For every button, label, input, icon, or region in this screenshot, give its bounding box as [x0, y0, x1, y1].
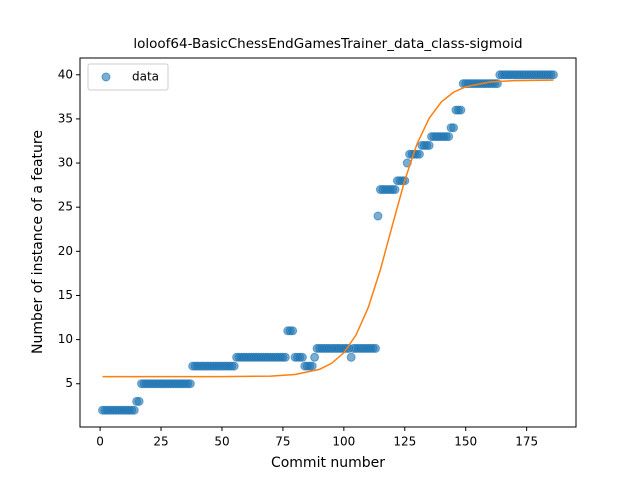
chart-title: loloof64-BasicChessEndGamesTrainer_data_… — [133, 36, 522, 52]
data-point — [185, 379, 195, 389]
x-tick-label: 0 — [96, 435, 104, 449]
y-tick-label: 5 — [65, 376, 73, 390]
fit-line — [102, 79, 554, 378]
data-point — [371, 343, 381, 353]
data-point — [346, 352, 356, 362]
data-point — [414, 149, 424, 159]
legend — [87, 63, 169, 91]
data-point — [288, 326, 298, 336]
data-point — [134, 396, 144, 406]
data-point — [456, 105, 466, 115]
x-tick-label: 175 — [515, 435, 538, 449]
data-point — [280, 352, 290, 362]
data-point — [548, 70, 558, 80]
data-point — [373, 211, 383, 221]
data-point — [390, 185, 400, 195]
y-tick-label: 40 — [58, 67, 73, 81]
legend-marker — [101, 72, 111, 82]
data-point — [424, 140, 434, 150]
legend-label: data — [132, 70, 159, 84]
data-point — [444, 132, 454, 142]
y-tick-label: 25 — [58, 200, 73, 214]
data-point — [229, 361, 239, 371]
x-tick-label: 125 — [393, 435, 416, 449]
y-tick-label: 30 — [58, 156, 73, 170]
plot-frame — [79, 57, 577, 428]
x-tick-label: 75 — [275, 435, 290, 449]
data-point — [129, 405, 139, 415]
y-tick-label: 10 — [58, 332, 73, 346]
data-point — [310, 352, 320, 362]
x-tick-label: 150 — [454, 435, 477, 449]
y-tick-label: 20 — [58, 244, 73, 258]
data-point — [297, 352, 307, 362]
x-axis-label: Commit number — [271, 455, 385, 471]
y-tick-label: 15 — [58, 288, 73, 302]
data-point — [307, 361, 317, 371]
y-tick-label: 35 — [58, 111, 73, 125]
x-tick-label: 25 — [153, 435, 168, 449]
x-tick-label: 50 — [214, 435, 229, 449]
data-point — [449, 123, 459, 133]
x-tick-label: 100 — [332, 435, 355, 449]
y-axis-label: Number of instance of a feature — [30, 130, 46, 354]
